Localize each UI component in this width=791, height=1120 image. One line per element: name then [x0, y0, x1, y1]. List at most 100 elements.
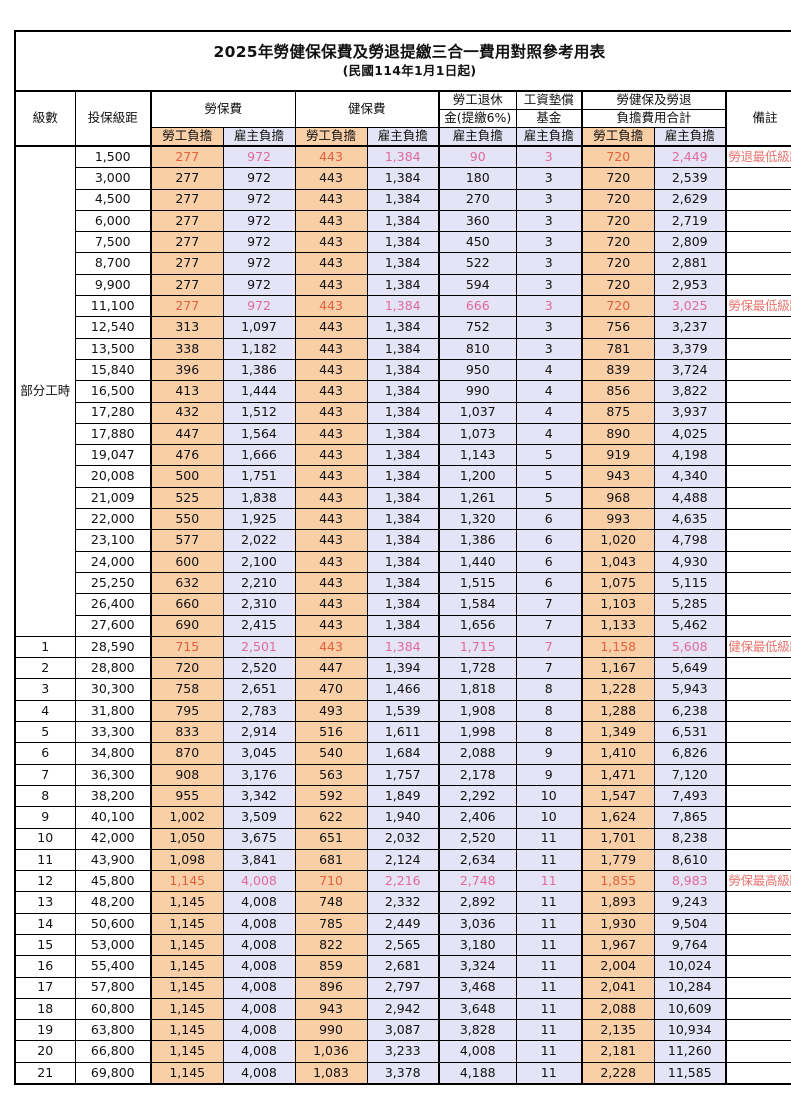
cell-labor-insurance-employee: 1,145: [150, 891, 224, 914]
table-row: 26,400 660 2,310 443 1,384 1,584 7 1,103 5,285: [15, 593, 791, 616]
cell-grade: 9: [14, 806, 76, 829]
cell-total-employee: 756: [581, 316, 655, 339]
cell-labor-insurance-employee: 1,002: [150, 806, 224, 829]
cell-health-insurance-employee: 443: [294, 444, 368, 467]
header-pension-employer: 雇主負擔: [438, 127, 517, 147]
cell-remark: [724, 614, 791, 637]
cell-pension-employer: 810: [438, 337, 517, 360]
cell-pension-employer: 1,386: [438, 529, 517, 552]
cell-total-employee: 2,041: [581, 976, 655, 999]
cell-labor-insurance-employee: 413: [150, 380, 224, 403]
cell-health-insurance-employee: 443: [294, 295, 368, 318]
group-label-text: 部分工時: [20, 383, 71, 399]
cell-total-employee: 1,893: [581, 891, 655, 914]
cell-total-employee: 919: [581, 444, 655, 467]
cell-wage-bracket: 13,500: [74, 337, 152, 360]
cell-total-employer: 3,937: [653, 401, 727, 424]
table-row: 9 40,100 1,002 3,509 622 1,940 2,406 10 1,624 7,8…: [14, 806, 791, 829]
table-row: 2 28,800 720 2,520 447 1,394 1,728 7 1,167 5,649: [14, 657, 791, 680]
table-row: 6,000 277 972 443 1,384 360 3 720 2,719: [15, 209, 791, 233]
cell-health-insurance-employee: 943: [294, 997, 368, 1021]
cell-remark: [724, 571, 791, 595]
cell-wage-fund-employer: 7: [515, 657, 583, 680]
cell-health-insurance-employer: 3,233: [366, 1040, 440, 1063]
cell-health-insurance-employer: 1,384: [366, 337, 440, 360]
cell-total-employee: 720: [581, 252, 655, 275]
cell-pension-employer: 1,715: [438, 635, 517, 659]
cell-grade: 12: [14, 870, 76, 893]
cell-health-insurance-employer: 1,384: [366, 444, 440, 467]
cell-health-insurance-employer: 2,332: [366, 891, 440, 914]
cell-labor-insurance-employer: 4,008: [222, 1061, 296, 1085]
cell-health-insurance-employer: 2,942: [366, 997, 440, 1021]
cell-total-employee: 2,004: [581, 955, 655, 978]
cell-wage-bracket: 8,700: [74, 252, 152, 275]
cell-labor-insurance-employer: 3,841: [222, 848, 296, 872]
cell-labor-insurance-employer: 1,512: [222, 401, 296, 424]
cell-total-employer: 8,983: [653, 870, 727, 893]
cell-pension-employer: 2,406: [438, 806, 517, 829]
cell-total-employee: 1,133: [581, 614, 655, 637]
cell-pension-employer: 594: [438, 273, 517, 297]
cell-labor-insurance-employer: 972: [222, 209, 296, 233]
cell-remark: 勞退最低級距: [724, 145, 791, 169]
cell-wage-fund-employer: 6: [515, 571, 583, 595]
cell-health-insurance-employee: 443: [294, 167, 368, 190]
cell-labor-insurance-employer: 972: [222, 295, 296, 318]
cell-remark: [724, 508, 791, 531]
cell-health-insurance-employee: 681: [294, 848, 368, 872]
cell-labor-insurance-employee: 632: [150, 571, 224, 595]
cell-labor-insurance-employee: 1,145: [150, 1040, 224, 1063]
cell-total-employer: 2,719: [653, 209, 727, 233]
cell-wage-fund-employer: 11: [515, 912, 583, 935]
cell-health-insurance-employer: 1,384: [366, 529, 440, 552]
cell-grade: 5: [14, 721, 76, 744]
cell-pension-employer: 1,656: [438, 614, 517, 637]
cell-remark: [724, 1061, 791, 1085]
table-row: 15 53,000 1,145 4,008 822 2,565 3,180 11 1,967 9,…: [14, 933, 791, 957]
cell-wage-bracket: 55,400: [74, 955, 152, 978]
cell-total-employer: 5,649: [653, 657, 727, 680]
cell-total-employee: 1,624: [581, 806, 655, 829]
table-row: 17 57,800 1,145 4,008 896 2,797 3,468 11 2,041 10…: [14, 976, 791, 999]
cell-health-insurance-employer: 1,384: [366, 422, 440, 446]
cell-health-insurance-employer: 1,384: [366, 273, 440, 297]
cell-labor-insurance-employer: 4,008: [222, 976, 296, 999]
cell-pension-employer: 1,320: [438, 508, 517, 531]
cell-total-employer: 5,608: [653, 635, 727, 659]
cell-labor-insurance-employer: 3,176: [222, 763, 296, 786]
cell-wage-bracket: 27,600: [74, 614, 152, 637]
cell-labor-insurance-employee: 870: [150, 742, 224, 765]
cell-wage-bracket: 38,200: [74, 784, 152, 808]
table-row: 4 31,800 795 2,783 493 1,539 1,908 8 1,288 6,238: [14, 699, 791, 723]
header-wage-bracket: 投保級距: [74, 90, 152, 147]
cell-remark: [724, 955, 791, 978]
cell-health-insurance-employer: 1,384: [366, 508, 440, 531]
cell-pension-employer: 1,728: [438, 657, 517, 680]
table-row: 14 50,600 1,145 4,008 785 2,449 3,036 11 1,930 9,…: [14, 912, 791, 935]
cell-labor-insurance-employer: 3,509: [222, 806, 296, 829]
cell-labor-insurance-employer: 4,008: [222, 870, 296, 893]
cell-grade: 20: [14, 1040, 76, 1063]
cell-health-insurance-employer: 2,681: [366, 955, 440, 978]
cell-total-employee: 720: [581, 295, 655, 318]
cell-total-employee: 1,471: [581, 763, 655, 786]
cell-wage-fund-employer: 3: [515, 337, 583, 360]
cell-remark: [724, 678, 791, 701]
cell-total-employer: 9,764: [653, 933, 727, 957]
cell-remark: [724, 337, 791, 360]
cell-wage-fund-employer: 11: [515, 891, 583, 914]
cell-wage-fund-employer: 6: [515, 529, 583, 552]
cell-grade: 21: [14, 1061, 76, 1085]
table-row: 25,250 632 2,210 443 1,384 1,515 6 1,075 5,115: [15, 571, 791, 595]
cell-health-insurance-employer: 1,384: [366, 209, 440, 233]
cell-labor-insurance-employee: 660: [150, 593, 224, 616]
cell-remark: [724, 763, 791, 786]
cell-wage-fund-employer: 5: [515, 444, 583, 467]
header-li-employer: 雇主負擔: [222, 127, 296, 147]
cell-wage-bracket: 23,100: [74, 529, 152, 552]
cell-total-employee: 1,228: [581, 678, 655, 701]
header-labor-insurance: 勞保費: [150, 90, 296, 128]
cell-health-insurance-employee: 493: [294, 699, 368, 723]
cell-labor-insurance-employee: 1,145: [150, 1061, 224, 1085]
